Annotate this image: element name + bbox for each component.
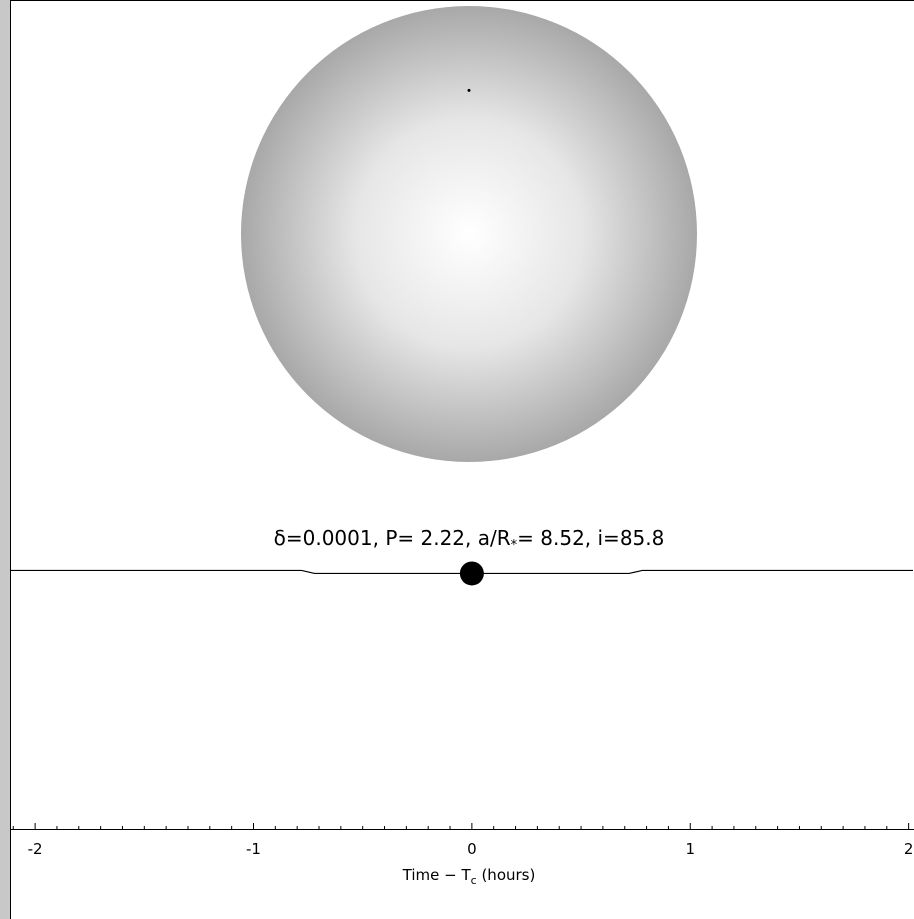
x-tick-label: -1 [246, 840, 261, 858]
chart: δ=0.0001, P= 2.22, a/R*= 8.52, i=85.8 Ti… [0, 0, 914, 919]
xlabel-part: (hours) [477, 866, 536, 884]
star-disk [241, 6, 697, 462]
x-tick-label: 2 [904, 840, 914, 858]
planet [468, 89, 471, 92]
side-strip [0, 0, 10, 919]
x-axis-label: Time − Tc (hours) [402, 866, 536, 887]
time-marker [460, 561, 484, 585]
x-tick-label: 1 [685, 840, 695, 858]
x-tick-label: -2 [28, 840, 43, 858]
title-part: δ=0.0001, P= 2.22, a/R [274, 526, 511, 550]
xlabel-part: Time − T [402, 866, 472, 884]
title-part: = 8.52, i=85.8 [517, 526, 664, 550]
chart-title: δ=0.0001, P= 2.22, a/R*= 8.52, i=85.8 [274, 526, 665, 553]
x-tick-label: 0 [467, 840, 477, 858]
